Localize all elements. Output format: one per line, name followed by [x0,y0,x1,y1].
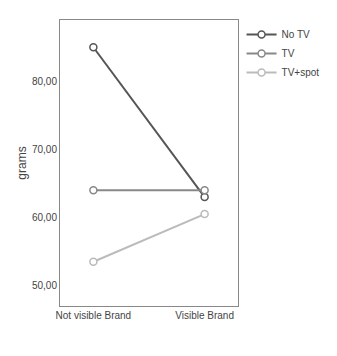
svg-text:Not visible Brand: Not visible Brand [56,310,132,321]
svg-text:TV: TV [282,48,295,59]
svg-text:grams: grams [15,146,29,179]
svg-text:80,00: 80,00 [32,76,57,87]
svg-text:Visible Brand: Visible Brand [175,310,234,321]
svg-text:70,00: 70,00 [32,144,57,155]
svg-text:50,00: 50,00 [32,280,57,291]
svg-text:No TV: No TV [282,29,310,40]
svg-text:TV+spot: TV+spot [282,67,320,78]
svg-text:60,00: 60,00 [32,212,57,223]
